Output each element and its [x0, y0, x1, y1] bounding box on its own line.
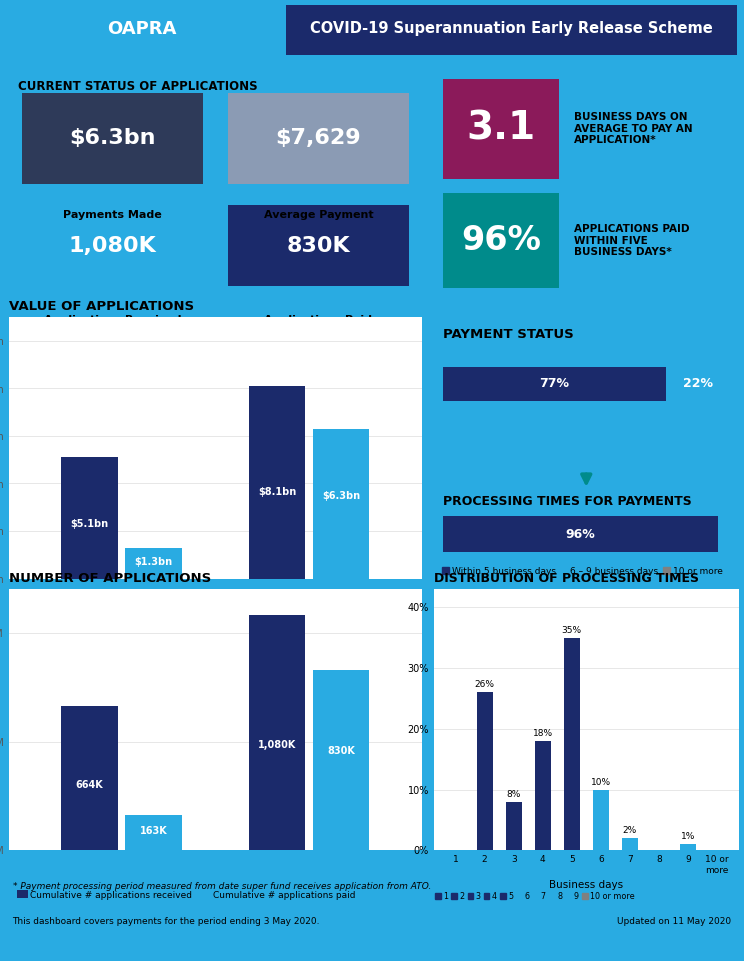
Text: 2%: 2%	[623, 826, 637, 835]
Text: 163K: 163K	[140, 825, 167, 836]
FancyBboxPatch shape	[443, 193, 559, 288]
Text: 22%: 22%	[683, 378, 713, 390]
Text: 18%: 18%	[533, 729, 553, 738]
Text: 830K: 830K	[327, 746, 355, 756]
FancyBboxPatch shape	[666, 367, 730, 401]
Text: $6.3bn: $6.3bn	[69, 128, 155, 148]
Text: $8.1bn: $8.1bn	[258, 487, 296, 497]
Text: Applications Received: Applications Received	[44, 314, 181, 325]
X-axis label: Week ending: Week ending	[177, 599, 254, 609]
Text: 35%: 35%	[562, 626, 582, 634]
FancyBboxPatch shape	[22, 93, 203, 184]
Text: 1,080K: 1,080K	[258, 740, 297, 750]
Text: Updated on 11 May 2020: Updated on 11 May 2020	[618, 917, 731, 925]
Text: BUSINESS DAYS ON
AVERAGE TO PAY AN
APPLICATION*: BUSINESS DAYS ON AVERAGE TO PAY AN APPLI…	[574, 112, 693, 145]
Bar	[622, 838, 638, 850]
Text: 3.1: 3.1	[466, 110, 536, 148]
Bar	[313, 429, 369, 579]
FancyBboxPatch shape	[443, 79, 559, 179]
Bar	[564, 638, 580, 850]
Bar	[313, 670, 369, 850]
Text: VALUE OF APPLICATIONS: VALUE OF APPLICATIONS	[9, 300, 194, 313]
Text: 1%: 1%	[681, 832, 695, 842]
Legend: Cumulative $ applications received, Cumulative $ applications paid: Cumulative $ applications received, Cumu…	[13, 615, 356, 631]
FancyBboxPatch shape	[443, 367, 666, 401]
Legend: Cumulative # applications received, Cumulative # applications paid: Cumulative # applications received, Cumu…	[13, 887, 359, 903]
Bar	[249, 386, 306, 579]
Bar	[125, 548, 182, 579]
Text: PAYMENT STATUS: PAYMENT STATUS	[443, 328, 574, 340]
Text: 1,080K: 1,080K	[68, 235, 156, 256]
Bar	[125, 815, 182, 850]
Legend: Within 5 business days, 6 – 9 business days, 10 or more: Within 5 business days, 6 – 9 business d…	[438, 563, 726, 579]
Text: DISTRIBUTION OF PROCESSING TIMES: DISTRIBUTION OF PROCESSING TIMES	[434, 572, 699, 585]
X-axis label: Week ending: Week ending	[177, 871, 254, 881]
Bar	[593, 790, 609, 850]
Text: Average Payment: Average Payment	[263, 209, 373, 220]
FancyBboxPatch shape	[22, 205, 203, 286]
FancyBboxPatch shape	[228, 205, 408, 286]
Bar	[249, 615, 306, 850]
Text: PROCESSING TIMES FOR PAYMENTS: PROCESSING TIMES FOR PAYMENTS	[443, 495, 692, 507]
Text: This dashboard covers payments for the period ending 3 May 2020.: This dashboard covers payments for the p…	[13, 917, 320, 925]
Bar	[477, 693, 493, 850]
Text: 8%: 8%	[507, 790, 521, 799]
Text: 96%: 96%	[565, 528, 595, 541]
Text: * Payment processing period measured from date super fund receives application f: * Payment processing period measured fro…	[13, 882, 431, 891]
Text: 77%: 77%	[539, 378, 569, 390]
Text: 96%: 96%	[461, 224, 541, 258]
FancyBboxPatch shape	[228, 93, 408, 184]
FancyBboxPatch shape	[443, 516, 718, 553]
Bar	[535, 741, 551, 850]
Legend: 1, 2, 3, 4, 5, 6, 7, 8, 9, 10 or more: 1, 2, 3, 4, 5, 6, 7, 8, 9, 10 or more	[432, 889, 638, 904]
Text: $1.3bn: $1.3bn	[135, 556, 173, 567]
Bar	[62, 705, 118, 850]
Text: 664K: 664K	[76, 780, 103, 790]
Text: 26%: 26%	[475, 680, 495, 689]
Text: APPLICATIONS PAID
WITHIN FIVE
BUSINESS DAYS*: APPLICATIONS PAID WITHIN FIVE BUSINESS D…	[574, 224, 690, 258]
Bar	[680, 845, 696, 850]
Text: $7,629: $7,629	[275, 128, 361, 148]
Text: COVID-19 Superannuation Early Release Scheme: COVID-19 Superannuation Early Release Sc…	[310, 21, 713, 37]
Text: OAPRA: OAPRA	[106, 20, 176, 37]
Text: Payments Made: Payments Made	[63, 209, 161, 220]
Bar	[62, 457, 118, 579]
Text: Applications Paid: Applications Paid	[264, 314, 373, 325]
Text: $6.3bn: $6.3bn	[322, 491, 360, 502]
Text: CURRENT STATUS OF APPLICATIONS: CURRENT STATUS OF APPLICATIONS	[18, 80, 257, 93]
Text: 10%: 10%	[591, 777, 611, 787]
Text: 830K: 830K	[286, 235, 350, 256]
Bar	[506, 801, 522, 850]
Text: NUMBER OF APPLICATIONS: NUMBER OF APPLICATIONS	[9, 572, 211, 585]
Text: $5.1bn: $5.1bn	[71, 519, 109, 529]
FancyBboxPatch shape	[286, 5, 737, 55]
X-axis label: Business days: Business days	[549, 880, 623, 890]
